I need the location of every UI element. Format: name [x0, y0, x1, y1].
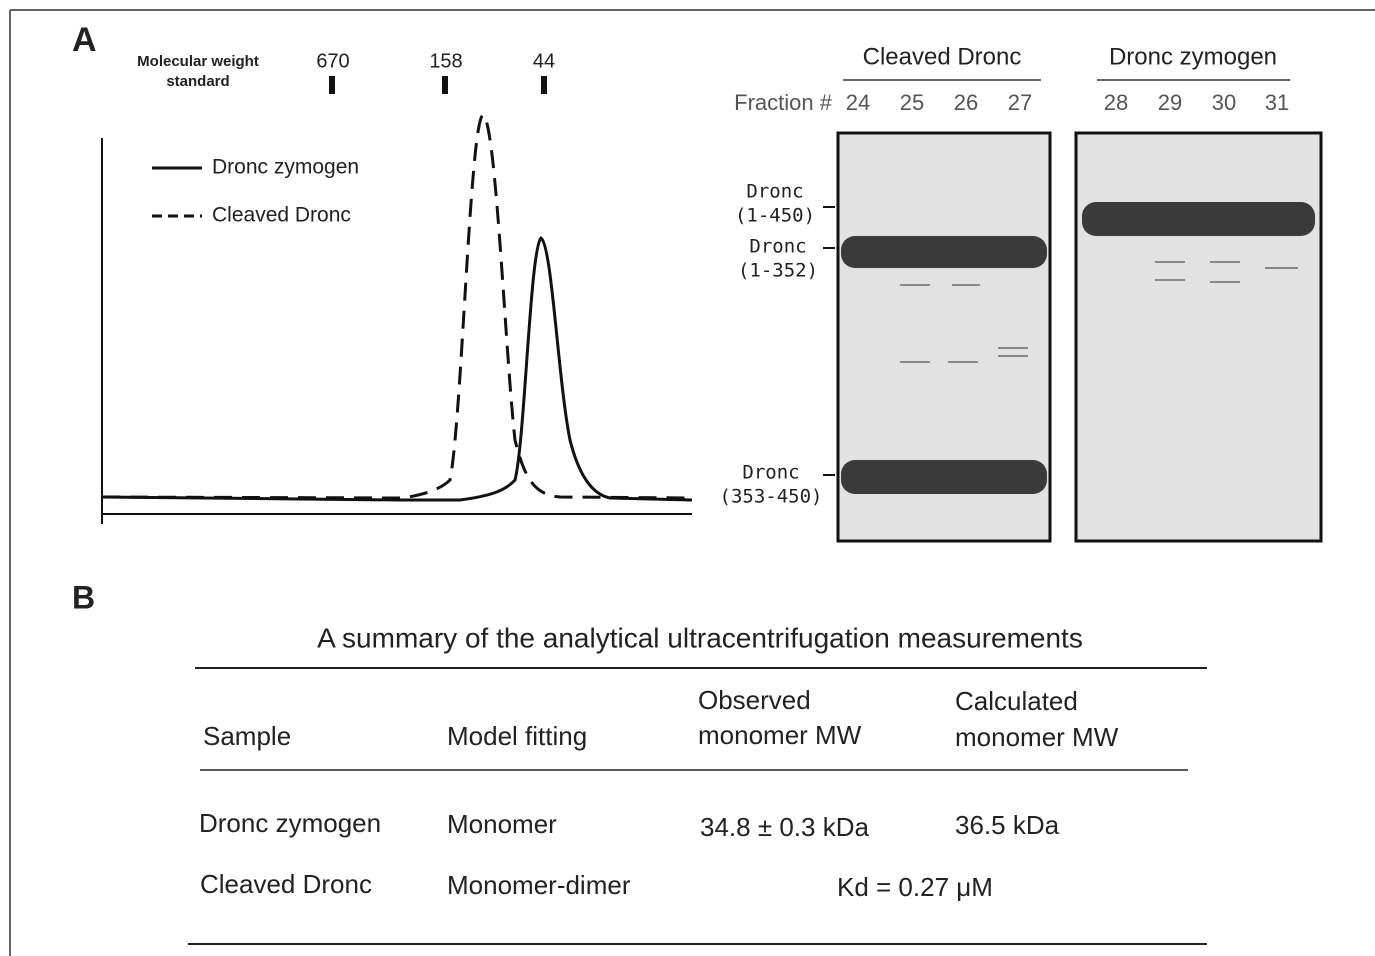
table-cell: Monomer-dimer	[447, 870, 631, 900]
table-title: A summary of the analytical ultracentrif…	[317, 622, 1083, 653]
legend-label: Cleaved Dronc	[212, 204, 351, 227]
fraction-label: Fraction #	[734, 90, 833, 115]
table-cell: 36.5 kDa	[955, 810, 1060, 840]
mw-label: Molecular weight	[137, 53, 259, 70]
fraction: 24	[846, 90, 870, 115]
table-cell: Kd = 0.27 μM	[837, 872, 993, 902]
gel-band	[1082, 202, 1315, 236]
gel-title: Dronc zymogen	[1109, 43, 1277, 70]
gel	[1076, 133, 1321, 541]
gel-title: Cleaved Dronc	[863, 43, 1022, 70]
table-header: Sample	[203, 721, 291, 751]
marker-tick	[541, 76, 547, 94]
fraction: 31	[1265, 90, 1289, 115]
fraction: 25	[900, 90, 924, 115]
table-cell: 34.8 ± 0.3 kDa	[700, 812, 869, 842]
marker-tick	[329, 76, 335, 94]
band-label: Dronc	[749, 236, 806, 258]
panel-label: B	[72, 579, 95, 615]
band-label: Dronc	[746, 181, 803, 203]
table-cell: Cleaved Dronc	[200, 869, 372, 899]
band-label: (1-352)	[738, 260, 818, 282]
panel-label: A	[72, 21, 97, 59]
mw-marker: 670	[316, 50, 349, 72]
mw-marker: 44	[533, 50, 555, 72]
fraction: 26	[954, 90, 978, 115]
band-label: (353-450)	[720, 486, 823, 508]
fraction: 28	[1104, 90, 1128, 115]
cleaved-trace	[102, 115, 692, 498]
mw-marker: 158	[429, 50, 462, 72]
mw-label: standard	[166, 73, 229, 90]
table-header: Observed	[698, 685, 811, 715]
band-label: Dronc	[742, 462, 799, 484]
figure: A Molecular weight standard 670 158 44 D…	[0, 0, 1375, 956]
gel-band	[841, 460, 1047, 494]
band-label: (1-450)	[735, 205, 815, 227]
table-header: monomer MW	[955, 722, 1119, 752]
table-cell: Dronc zymogen	[199, 808, 381, 838]
fraction: 29	[1158, 90, 1182, 115]
table-cell: Monomer	[447, 809, 557, 839]
table-header: Model fitting	[447, 721, 587, 751]
page: A Molecular weight standard 670 158 44 D…	[0, 0, 1375, 956]
marker-tick	[442, 76, 448, 94]
fraction: 30	[1212, 90, 1236, 115]
gel-band	[841, 236, 1047, 268]
zymogen-trace	[102, 238, 692, 500]
fraction: 27	[1008, 90, 1032, 115]
legend-label: Dronc zymogen	[212, 156, 359, 179]
table-header: Calculated	[955, 686, 1078, 716]
table-header: monomer MW	[698, 720, 862, 750]
